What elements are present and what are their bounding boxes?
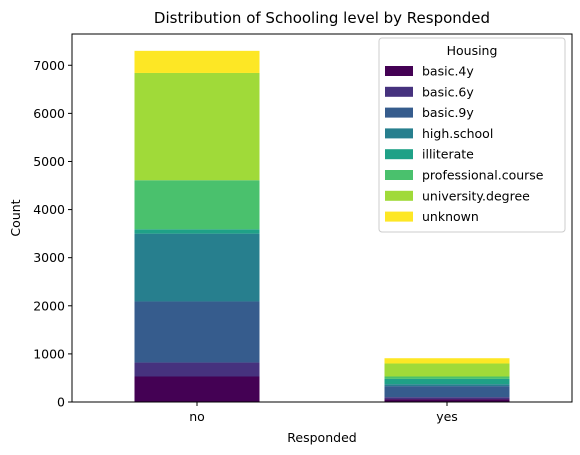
bar-segment-yes-professional-course xyxy=(384,376,510,379)
legend-swatch-basic-4y xyxy=(385,66,413,76)
legend-swatch-basic-6y xyxy=(385,86,413,97)
y-tick-label: 5000 xyxy=(33,154,65,169)
bar-segment-no-basic-4y xyxy=(134,376,260,402)
bars-group xyxy=(134,50,510,402)
bar-segment-yes-illiterate xyxy=(384,378,510,385)
legend-label-basic-6y: basic.6y xyxy=(422,84,474,99)
legend-label-university-degree: university.degree xyxy=(422,188,530,203)
x-tick-label-yes: yes xyxy=(436,409,458,424)
y-axis: 0 1000 2000 3000 4000 5000 6000 7000 xyxy=(33,58,72,410)
bar-segment-no-unknown xyxy=(134,50,260,73)
legend-swatch-illiterate xyxy=(385,149,413,160)
x-tick-label-no: no xyxy=(189,409,205,424)
bar-segment-yes-unknown xyxy=(384,358,510,364)
y-tick-label: 7000 xyxy=(33,58,65,73)
bar-segment-yes-basic-6y xyxy=(384,397,510,400)
y-tick-label: 3000 xyxy=(33,250,65,265)
legend-label-basic-9y: basic.9y xyxy=(422,105,474,120)
x-axis-label: Responded xyxy=(287,430,356,445)
legend-swatch-unknown xyxy=(385,211,413,222)
y-tick-label: 0 xyxy=(57,395,65,410)
legend-label-unknown: unknown xyxy=(422,209,479,224)
y-axis-label: Count xyxy=(8,199,23,236)
chart-title: Distribution of Schooling level by Respo… xyxy=(154,9,490,27)
y-tick-label: 2000 xyxy=(33,298,65,313)
bar-segment-yes-high-school xyxy=(384,384,510,387)
legend-swatch-university-degree xyxy=(385,190,413,201)
legend-swatch-professional-course xyxy=(385,170,413,180)
legend-swatch-basic-9y xyxy=(385,107,413,118)
bar-segment-no-high-school xyxy=(134,233,260,302)
legend-title: Housing xyxy=(447,43,498,58)
legend-label-illiterate: illiterate xyxy=(422,147,474,162)
y-tick-label: 4000 xyxy=(33,202,65,217)
bar-segment-no-professional-course xyxy=(134,180,260,230)
bar-segment-no-basic-9y xyxy=(134,301,260,363)
bar-segment-no-basic-6y xyxy=(134,362,260,377)
bar-segment-yes-basic-4y xyxy=(384,399,510,402)
x-axis: no yes xyxy=(189,402,458,424)
legend-label-high-school: high.school xyxy=(422,126,493,141)
plot-frame xyxy=(71,33,573,403)
legend: Housing basic.4y basic.6y basic.9y high.sch… xyxy=(378,37,566,233)
bar-segment-yes-basic-9y xyxy=(384,386,510,398)
legend-swatch-high-school xyxy=(385,128,413,139)
bar-segment-no-university-degree xyxy=(134,72,260,181)
legend-label-basic-4y: basic.4y xyxy=(422,64,474,79)
y-tick-label: 1000 xyxy=(33,346,65,361)
bar-segment-yes-university-degree xyxy=(384,363,510,377)
legend-label-professional-course: professional.course xyxy=(422,168,544,183)
legend-items: basic.4y basic.6y basic.9y high.school illit… xyxy=(385,64,544,224)
legend-box xyxy=(378,37,566,233)
y-tick-label: 6000 xyxy=(33,106,65,121)
bar-segment-no-illiterate xyxy=(134,229,260,234)
